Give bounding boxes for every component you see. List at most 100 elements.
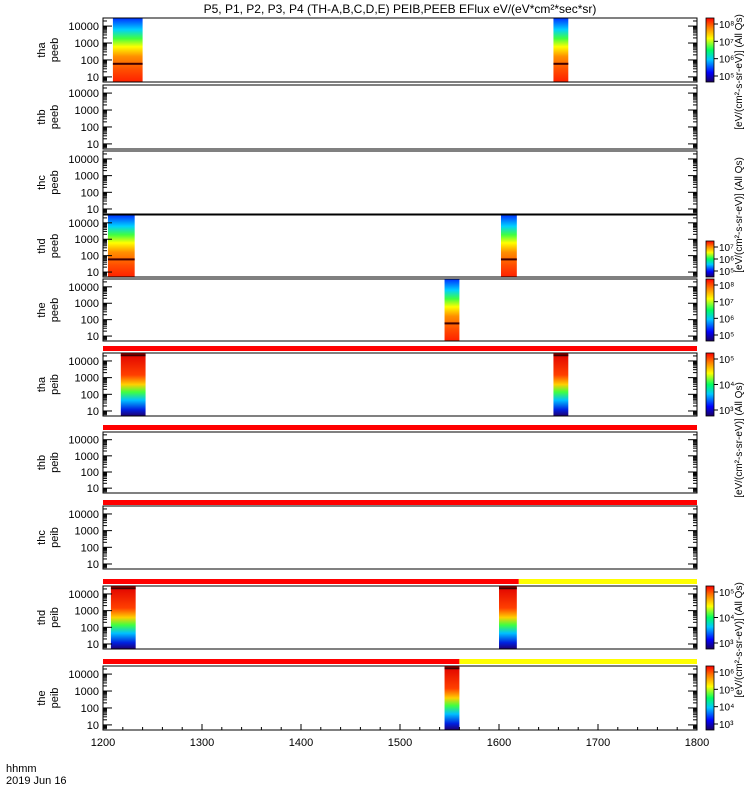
x-tick-label: 1800 — [685, 737, 709, 749]
burst-band-1 — [499, 587, 517, 590]
y-tick-label: 10000 — [68, 589, 99, 601]
x-tick-label: 1700 — [586, 737, 610, 749]
burst-tha-peib-0 — [120, 353, 146, 416]
colorbar-0: 10⁸ 10⁷ 10⁶ 10⁵ — [705, 17, 734, 83]
burst-band-0 — [110, 587, 136, 590]
panel-tha-peeb: 10 100 1000 10000 tha peeb — [36, 17, 698, 84]
y-tick-label: 10000 — [68, 356, 99, 368]
colorbar-tick-label: 10⁴ — [719, 703, 734, 714]
status-bar-red-3 — [103, 579, 519, 584]
y-tick-label: 10 — [87, 204, 99, 216]
colorbar-scale — [705, 665, 715, 731]
colorbar-tick-label: 10³ — [719, 406, 734, 417]
x-tick-label: 1400 — [289, 737, 313, 749]
burst-band-1 — [553, 354, 569, 357]
y-tick-label: 1000 — [75, 171, 99, 183]
probe-label: thb — [36, 455, 48, 470]
colorbars: 10⁸10⁷10⁶10⁵10⁷10⁶10⁵10⁸10⁷10⁶10⁵10⁵10⁴1… — [705, 14, 745, 731]
y-tick-label: 10000 — [68, 88, 99, 100]
panel-frame — [102, 17, 698, 83]
status-bar-red-0 — [103, 346, 697, 351]
probe-label: thb — [36, 109, 48, 124]
panel-frame — [102, 352, 698, 417]
colorbar-scale — [705, 240, 715, 278]
colorbar-tick-label: 10⁸ — [719, 20, 734, 31]
colorbar-tick-label: 10³ — [719, 639, 734, 650]
colorbar-tick-label: 10⁵ — [719, 355, 734, 366]
y-tick-label: 1000 — [75, 451, 99, 463]
y-tick-label: 10000 — [68, 669, 99, 681]
colorbar-scale — [705, 278, 715, 342]
y-tick-label: 100 — [81, 389, 99, 401]
burst-tha-peeb-1 — [553, 18, 569, 82]
y-tick-label: 100 — [81, 251, 99, 263]
y-tick-label: 10 — [87, 406, 99, 418]
y-tick-label: 10 — [87, 559, 99, 571]
y-tick-label: 10000 — [68, 154, 99, 166]
colorbar-tick-label: 10⁵ — [719, 331, 734, 342]
panel-frame — [102, 278, 698, 342]
y-tick-label: 10 — [87, 639, 99, 651]
date-axis-label: 2019 Jun 16 — [6, 775, 67, 787]
colorbar-tick-label: 10⁵ — [719, 267, 734, 278]
panel-frame — [102, 505, 698, 570]
colorbar-tick-label: 10⁴ — [719, 614, 734, 625]
burst-band-0 — [107, 258, 135, 261]
y-tick-label: 10000 — [68, 218, 99, 230]
y-tick-label: 100 — [81, 122, 99, 134]
product-label: peib — [49, 527, 61, 548]
status-bar-red-1 — [103, 425, 697, 430]
probe-label: thd — [36, 238, 48, 253]
burst-band-0 — [444, 322, 460, 325]
product-label: peib — [49, 688, 61, 709]
y-tick-label: 1000 — [75, 373, 99, 385]
colorbar-tick-label: 10⁵ — [719, 72, 734, 83]
y-tick-label: 100 — [81, 622, 99, 634]
y-tick-label: 10 — [87, 483, 99, 495]
y-tick-label: 1000 — [75, 606, 99, 618]
panel-thb-peib: 10 100 1000 10000 thb peib — [36, 431, 698, 495]
colorbar-tick-label: 10⁷ — [719, 298, 734, 309]
colorbar-3: 10⁵ 10⁴ 10³ — [705, 352, 734, 417]
colorbar-tick-label: 10⁶ — [719, 668, 734, 679]
colorbar-tick-label: 10⁶ — [719, 55, 734, 66]
status-bar-yellow-4 — [459, 659, 697, 664]
y-tick-label: 100 — [81, 703, 99, 715]
product-label: peeb — [49, 170, 61, 194]
y-tick-label: 1000 — [75, 234, 99, 246]
colorbar-tick-label: 10⁵ — [719, 588, 734, 599]
panel-tha-peib: 10 100 1000 10000 tha peib — [36, 352, 698, 418]
panel-thc-peib: 10 100 1000 10000 thc peib — [36, 505, 698, 571]
colorbar-scale — [705, 585, 715, 650]
colorbar-2: 10⁸ 10⁷ 10⁶ 10⁵ — [705, 278, 734, 342]
colorbar-tick-label: 10⁶ — [719, 314, 734, 325]
product-label: peib — [49, 452, 61, 473]
y-tick-label: 10000 — [68, 509, 99, 521]
product-label: peeb — [49, 298, 61, 322]
product-label: peib — [49, 607, 61, 628]
colorbar-tick-label: 10⁶ — [719, 255, 734, 266]
x-tick-label: 1300 — [190, 737, 214, 749]
burst-band-0 — [112, 62, 143, 65]
y-tick-label: 1000 — [75, 38, 99, 50]
status-bars — [103, 346, 697, 664]
y-tick-label: 10 — [87, 267, 99, 279]
burst-tha-peeb-0 — [112, 18, 143, 82]
y-tick-label: 10 — [87, 720, 99, 732]
burst-thd-peib-1 — [499, 586, 517, 649]
x-tick-label: 1600 — [487, 737, 511, 749]
x-tick-label: 1500 — [388, 737, 412, 749]
colorbar-scale — [705, 352, 715, 417]
burst-tha-peib-1 — [553, 353, 569, 416]
panel-thd-peeb: 10 100 1000 10000 thd peeb — [36, 214, 698, 279]
colorbar-tick-label: 10⁴ — [719, 381, 734, 392]
y-tick-label: 1000 — [75, 526, 99, 538]
y-tick-label: 10000 — [68, 435, 99, 447]
probe-label: the — [36, 690, 48, 705]
colorbar-4: 10⁵ 10⁴ 10³ — [705, 585, 734, 650]
x-axis: 1200 1300 1400 1500 1600 1700 1800 — [91, 724, 709, 749]
y-tick-label: 1000 — [75, 686, 99, 698]
colorbar-units-label: [eV/(cm²-s-sr-eV)] (All Qs) — [734, 157, 745, 273]
